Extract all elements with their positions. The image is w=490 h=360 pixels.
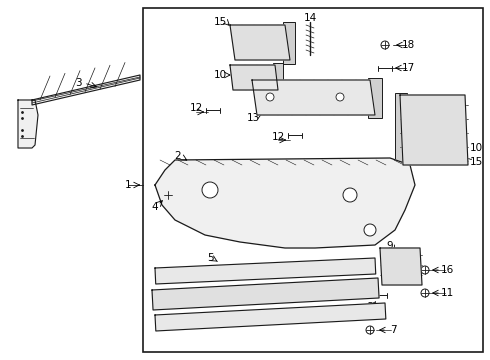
Text: 3: 3	[74, 78, 81, 88]
Polygon shape	[32, 75, 140, 105]
Bar	[368, 78, 382, 118]
Polygon shape	[230, 25, 290, 60]
Text: 17: 17	[401, 63, 415, 73]
Polygon shape	[400, 95, 468, 165]
Circle shape	[266, 93, 274, 101]
Text: 11: 11	[441, 288, 454, 298]
Circle shape	[202, 182, 218, 198]
Circle shape	[343, 188, 357, 202]
Bar	[143, 8, 483, 352]
Text: 10: 10	[469, 143, 483, 153]
Text: 15: 15	[213, 17, 227, 27]
Text: 5: 5	[207, 253, 213, 263]
Text: 7: 7	[390, 325, 396, 335]
Circle shape	[364, 224, 376, 236]
Text: 13: 13	[246, 113, 260, 123]
Bar	[215, 161, 250, 169]
Bar	[395, 93, 407, 167]
Polygon shape	[230, 65, 278, 90]
Polygon shape	[155, 303, 386, 331]
Polygon shape	[380, 248, 422, 285]
Text: 12: 12	[189, 103, 203, 113]
Polygon shape	[155, 258, 376, 284]
Bar	[273, 63, 283, 93]
Text: 12: 12	[271, 132, 285, 142]
Text: 10: 10	[214, 70, 226, 80]
Text: 9: 9	[387, 241, 393, 251]
Text: 16: 16	[441, 265, 454, 275]
Polygon shape	[155, 158, 415, 248]
Text: 8: 8	[367, 302, 373, 312]
Circle shape	[336, 93, 344, 101]
Polygon shape	[152, 278, 379, 310]
Text: 18: 18	[401, 40, 415, 50]
Text: 4: 4	[152, 202, 158, 212]
Bar	[283, 22, 295, 64]
Text: 5: 5	[347, 309, 353, 319]
Text: 14: 14	[303, 13, 317, 23]
Text: 2: 2	[175, 151, 181, 161]
Text: 1: 1	[124, 180, 131, 190]
Polygon shape	[18, 100, 38, 148]
Polygon shape	[252, 80, 375, 115]
Text: 6: 6	[163, 319, 170, 329]
Text: 15: 15	[469, 157, 483, 167]
